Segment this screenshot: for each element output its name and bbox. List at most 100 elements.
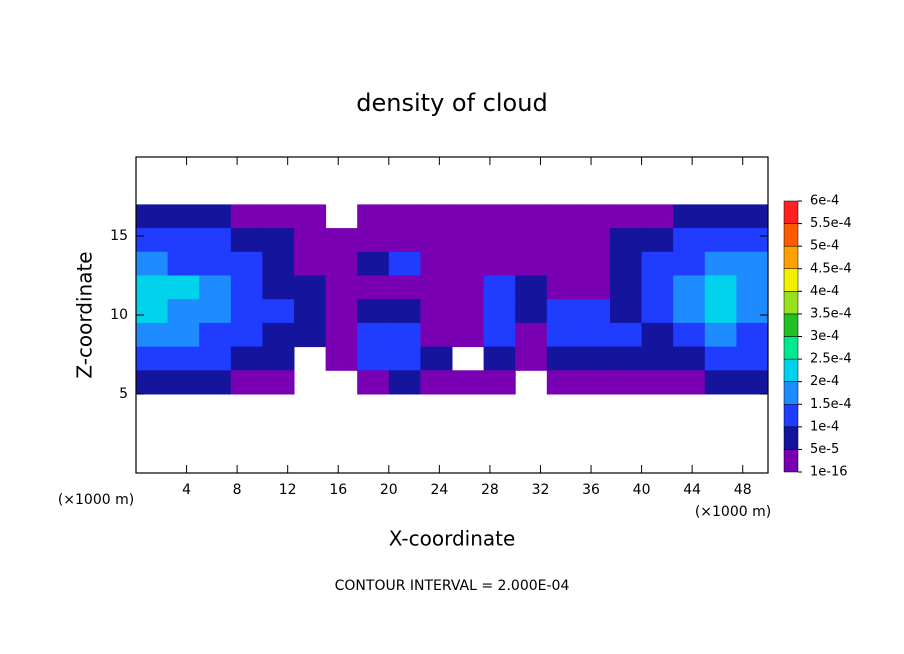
cell [230, 299, 263, 324]
x-tick-label: 48 [734, 482, 752, 498]
cell [578, 251, 611, 276]
cell [452, 204, 485, 229]
cell [294, 228, 327, 253]
cell [673, 204, 706, 229]
colorbar-label: 5e-5 [810, 442, 839, 457]
cell [262, 299, 295, 324]
x-tick-label: 8 [233, 482, 242, 498]
colorbar-label: 3.5e-4 [810, 306, 852, 321]
cell [704, 299, 737, 324]
cell [136, 251, 169, 276]
cell [136, 370, 169, 395]
cell [262, 275, 295, 300]
cell [420, 275, 453, 300]
cell [610, 204, 643, 229]
cell [388, 275, 421, 300]
cell [641, 275, 674, 300]
cell [199, 228, 232, 253]
cell [452, 322, 485, 348]
cell [578, 299, 611, 324]
cell [325, 228, 358, 253]
y-unit-label: (×1000 m) [58, 492, 134, 508]
colorbar-label: 3e-4 [810, 329, 839, 344]
cell [704, 370, 737, 395]
cell [483, 251, 516, 276]
cell [167, 370, 200, 395]
cell [420, 322, 453, 348]
cell [704, 322, 737, 348]
cell [546, 204, 579, 229]
cell [357, 228, 390, 253]
cell [546, 275, 579, 300]
colorbar-swatch [783, 291, 799, 315]
colorbar-label: 2e-4 [810, 374, 839, 389]
cell [388, 299, 421, 324]
cell [325, 251, 358, 276]
colorbar-swatch [783, 223, 799, 247]
cell [578, 275, 611, 300]
colorbar-swatch [783, 381, 799, 405]
cell [736, 275, 769, 300]
y-tick-label: 10 [110, 307, 128, 323]
cell [736, 370, 769, 395]
cell [325, 322, 358, 348]
cell [483, 228, 516, 253]
colorbar-swatch [783, 404, 799, 428]
x-tick-label: 40 [633, 482, 651, 498]
colorbar-label: 1.5e-4 [810, 397, 852, 412]
cell [199, 370, 232, 395]
cell [673, 322, 706, 348]
cell [641, 204, 674, 229]
cell [610, 228, 643, 253]
colorbar-swatch [783, 336, 799, 360]
cell [736, 228, 769, 253]
cell [420, 228, 453, 253]
cell [704, 204, 737, 229]
cell [357, 251, 390, 276]
colorbar-label: 5e-4 [810, 239, 839, 254]
cell [641, 370, 674, 395]
cell [452, 370, 485, 395]
colorbar-swatch [783, 200, 799, 224]
cell [136, 228, 169, 253]
cell [325, 275, 358, 300]
cell [294, 299, 327, 324]
x-tick-label: 32 [532, 482, 550, 498]
cell [199, 204, 232, 229]
cell [515, 228, 548, 253]
cell [673, 275, 706, 300]
cell [704, 275, 737, 300]
x-tick-label: 16 [329, 482, 347, 498]
cell [262, 346, 295, 371]
colorbar-swatch [783, 358, 799, 382]
cell [230, 322, 263, 348]
cell [546, 322, 579, 348]
cell [325, 299, 358, 324]
cell [515, 275, 548, 300]
cell [673, 370, 706, 395]
cell [420, 346, 453, 371]
cell [136, 204, 169, 229]
cell [199, 275, 232, 300]
cell [230, 370, 263, 395]
colorbar-swatch [783, 313, 799, 337]
colorbar-label: 6e-4 [810, 194, 839, 209]
colorbar-swatch [783, 268, 799, 292]
cell [704, 228, 737, 253]
colorbar-label: 4e-4 [810, 284, 839, 299]
cell [230, 275, 263, 300]
cell [673, 346, 706, 371]
cell [167, 322, 200, 348]
cell [388, 322, 421, 348]
cell [357, 322, 390, 348]
cell [420, 204, 453, 229]
cell [578, 204, 611, 229]
cell [736, 346, 769, 371]
footer-note: CONTOUR INTERVAL = 2.000E-04 [335, 578, 570, 594]
cell [357, 346, 390, 371]
cell [483, 322, 516, 348]
cell [704, 346, 737, 371]
cell [199, 299, 232, 324]
cell [167, 346, 200, 371]
cell [294, 251, 327, 276]
